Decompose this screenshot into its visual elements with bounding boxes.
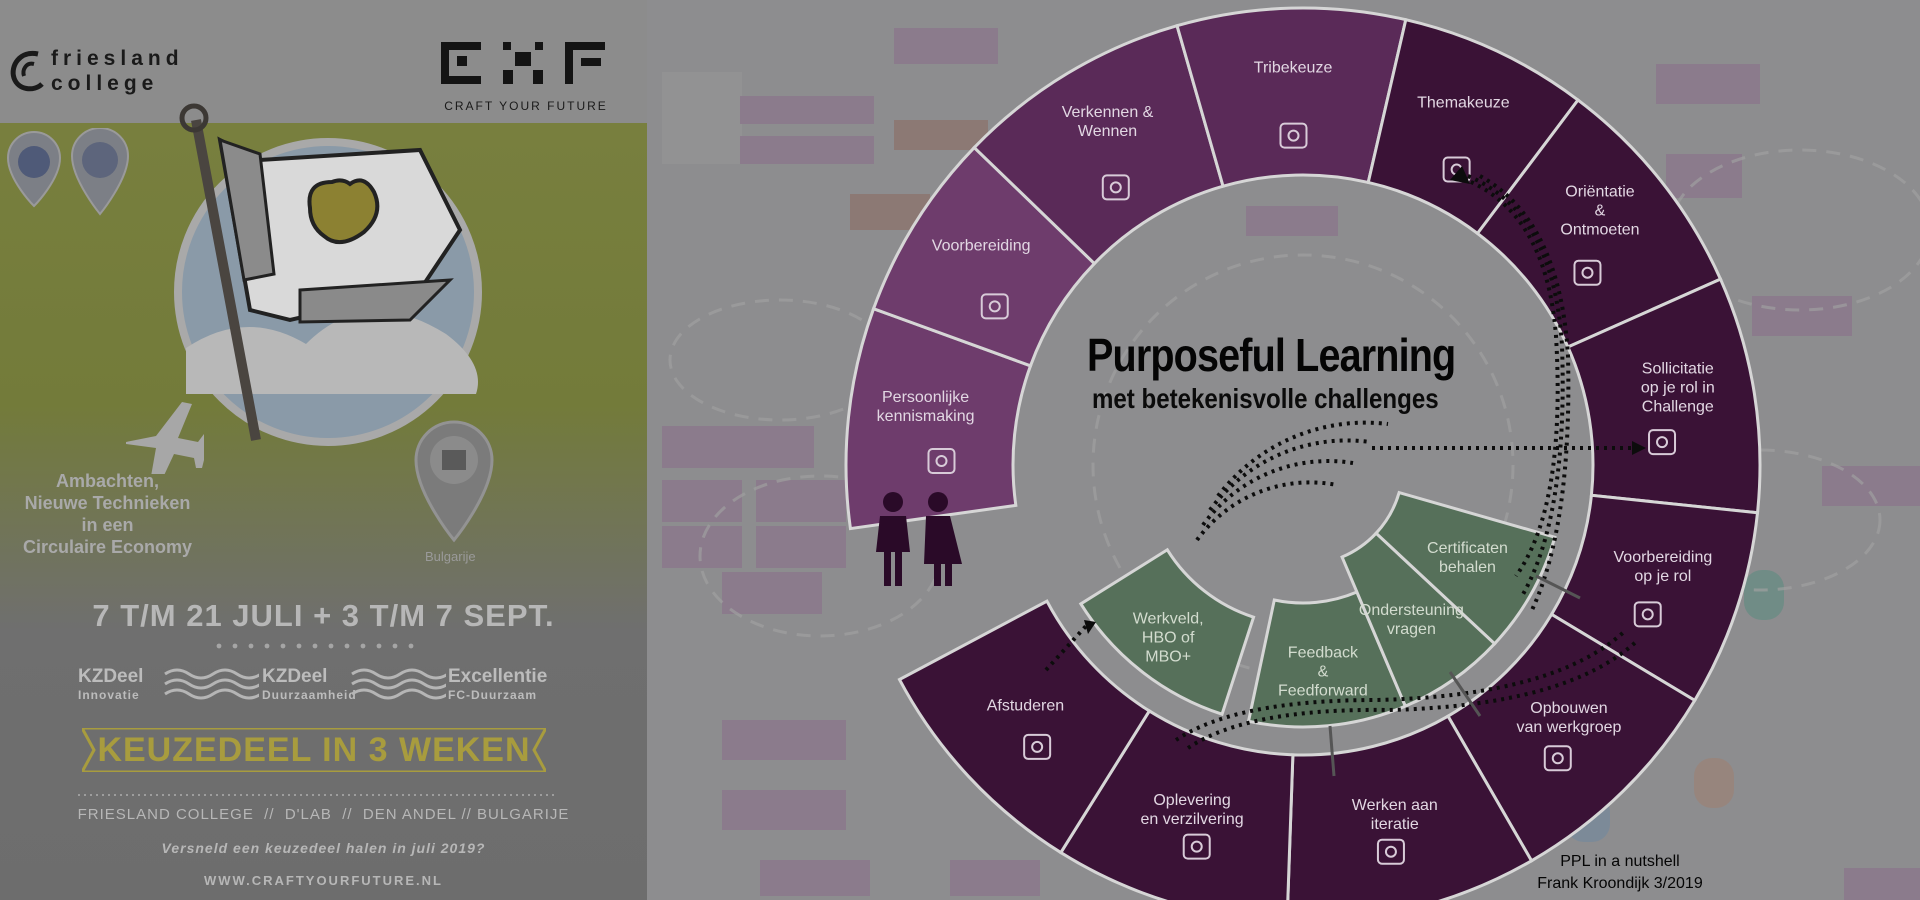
poster-question: Versneld een keuzedeel halen in juli 201… [161, 840, 486, 856]
inner-segment-label: Werkveld, HBO of MBO+ [1132, 610, 1204, 666]
network-icon [1573, 259, 1602, 286]
flag-illustration [174, 103, 482, 446]
tribe-icon [1279, 122, 1308, 149]
brain-icon [980, 293, 1009, 320]
inner-segment [1340, 531, 1497, 709]
chat-icon [927, 448, 956, 475]
double-arrows [1328, 574, 1581, 777]
outer-segment-label: Voorbereiding [931, 237, 1031, 255]
outer-segment-label: Voorbereiding op je rol [1613, 549, 1713, 586]
outer-segment-label: Oplevering en verzilvering [1140, 791, 1244, 828]
cyf-tagline: CRAFT YOUR FUTURE [444, 99, 608, 113]
track-innovatie: KZDeel Innovatie [78, 666, 144, 702]
dot-rule [78, 794, 558, 796]
event-poster: friesland college CRAFT YOUR FUTURE Bulg… [0, 0, 647, 900]
presentation-icon [1182, 833, 1211, 860]
poster-url: WWW.CRAFTYOURFUTURE.NL [204, 873, 443, 888]
event-dates: 7 T/M 21 JULI + 3 T/M 7 SEPT. [92, 598, 555, 633]
brand-line-2: college [51, 72, 159, 95]
inner-ring [1078, 490, 1557, 729]
track-duurzaamheid: KZDeel Duurzaamheid [262, 666, 357, 702]
banner-title: KEUZEDEEL IN 3 WEKEN [97, 731, 531, 769]
location-pin-icon [414, 420, 494, 543]
inner-segment [1374, 490, 1557, 646]
outer-segment-label: Verkennen & Wennen [1061, 103, 1154, 140]
arrow-heads [1084, 166, 1646, 634]
outer-ring [844, 6, 1762, 900]
location-label: Bulgarije [425, 549, 476, 564]
credit-line-1: PPL in a nutshell [1560, 853, 1680, 870]
diagram-subtitle: met betekenisvolle challenges [1092, 383, 1439, 414]
diagram-title: Purposeful Learning [1087, 329, 1456, 381]
wave-separator-icon [164, 668, 259, 700]
friesland-college-logo-icon [10, 50, 44, 92]
outer-segment-label: Themakeuze [1417, 94, 1510, 112]
inner-segment [1078, 547, 1256, 717]
wave-separator-icon [351, 668, 446, 700]
dot-divider [216, 643, 414, 649]
banner-frame [82, 728, 546, 772]
inner-segment-label: Ondersteuning vragen [1358, 601, 1464, 638]
outer-segment-label: Tribekeuze [1253, 59, 1333, 77]
outer-segment-label: Opbouwen van werkgroep [1516, 699, 1622, 736]
flow-arrows [1044, 174, 1640, 750]
cyf-logo-icon [441, 42, 605, 84]
brand-line-1: friesland [51, 47, 184, 70]
outer-segment [897, 599, 1152, 855]
background-cards [662, 28, 1920, 900]
map-pins-icon [6, 128, 130, 216]
outer-segment-label: Afstuderen [986, 697, 1065, 715]
airplane-icon [126, 402, 204, 474]
poster-caption: Ambachten, Nieuwe Technieken in een Circ… [22, 471, 193, 557]
inner-segment-label: Certificaten behalen [1427, 540, 1508, 577]
track-excellentie: Excellentie FC-Duurzaam [448, 666, 548, 702]
outer-segment-label: Werken aan iteratie [1351, 797, 1438, 834]
outer-segment-label: Oriëntatie & Ontmoeten [1560, 183, 1640, 239]
resume-icon [1648, 429, 1677, 456]
outer-segment-label: Persoonlijke kennismaking [876, 389, 975, 426]
students-icon [876, 492, 962, 586]
graduation-cap-icon [1023, 733, 1052, 760]
cycle-icon [1376, 838, 1405, 865]
outer-segment-label: Sollicitatie op je rol in Challenge [1640, 360, 1715, 416]
team-icon [1543, 745, 1572, 772]
certificate-icon [1633, 601, 1662, 628]
poster-header-band [0, 0, 647, 123]
credit-line-2: Frank Kroondijk 3/2019 [1537, 875, 1703, 892]
head-icon [1101, 174, 1130, 201]
outer-segment [1286, 714, 1534, 900]
inner-segment-label: Feedback & Feedforward [1278, 644, 1368, 700]
partner-line: FRIESLAND COLLEGE // D'LAB // DEN ANDEL … [77, 806, 570, 823]
